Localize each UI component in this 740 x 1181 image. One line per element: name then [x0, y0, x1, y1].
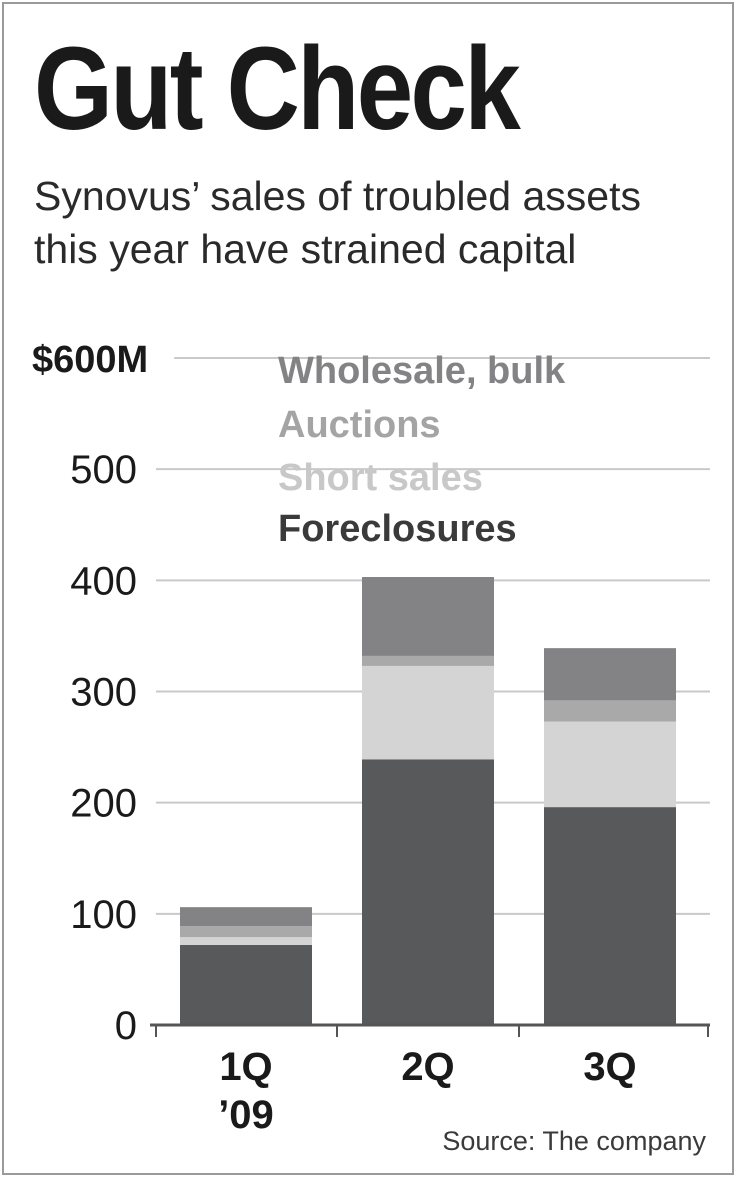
x-category-label: 1Q — [219, 1045, 272, 1089]
axes — [150, 1023, 710, 1037]
bar-segment — [544, 700, 676, 722]
y-tick-label: 200 — [70, 782, 137, 826]
bar-segment — [362, 655, 494, 666]
bar-segment — [180, 937, 312, 945]
bar-segment — [180, 944, 312, 1025]
legend-label: Wholesale, bulk — [278, 350, 566, 392]
x-category-label: 2Q — [401, 1045, 454, 1089]
bar-segment — [362, 576, 494, 656]
bar-segment — [544, 807, 676, 1025]
bar-segment — [180, 926, 312, 938]
x-category-label: 3Q — [583, 1045, 636, 1089]
y-tick-label: 100 — [70, 893, 137, 937]
y-tick-label: 400 — [70, 559, 137, 603]
bar-segment — [544, 721, 676, 808]
bar-segment — [362, 665, 494, 760]
y-tick-label: 0 — [115, 1004, 137, 1048]
chart-subtitle: Synovus’ sales of troubled assets this y… — [34, 173, 641, 272]
y-tick-label: 500 — [70, 448, 137, 492]
bar-segment — [180, 907, 312, 927]
y-tick-label: 300 — [70, 671, 137, 715]
labels: 0 100 200 300 400 500 $600M 1Q’09 2Q 3Q — [32, 339, 637, 1137]
legend: Wholesale, bulk Auctions Short sales Forecl… — [278, 350, 566, 550]
legend-label: Foreclosures — [278, 508, 517, 550]
x-category-label: ’09 — [218, 1093, 274, 1137]
bar-segment — [362, 759, 494, 1025]
y-tick-label: $600M — [32, 339, 148, 381]
bar-segment — [544, 648, 676, 701]
chart-title: Gut Check — [34, 23, 521, 155]
legend-label: Short sales — [278, 457, 483, 499]
legend-label: Auctions — [278, 404, 441, 446]
source-note: Source: The company — [442, 1126, 706, 1156]
bars — [180, 576, 676, 1025]
